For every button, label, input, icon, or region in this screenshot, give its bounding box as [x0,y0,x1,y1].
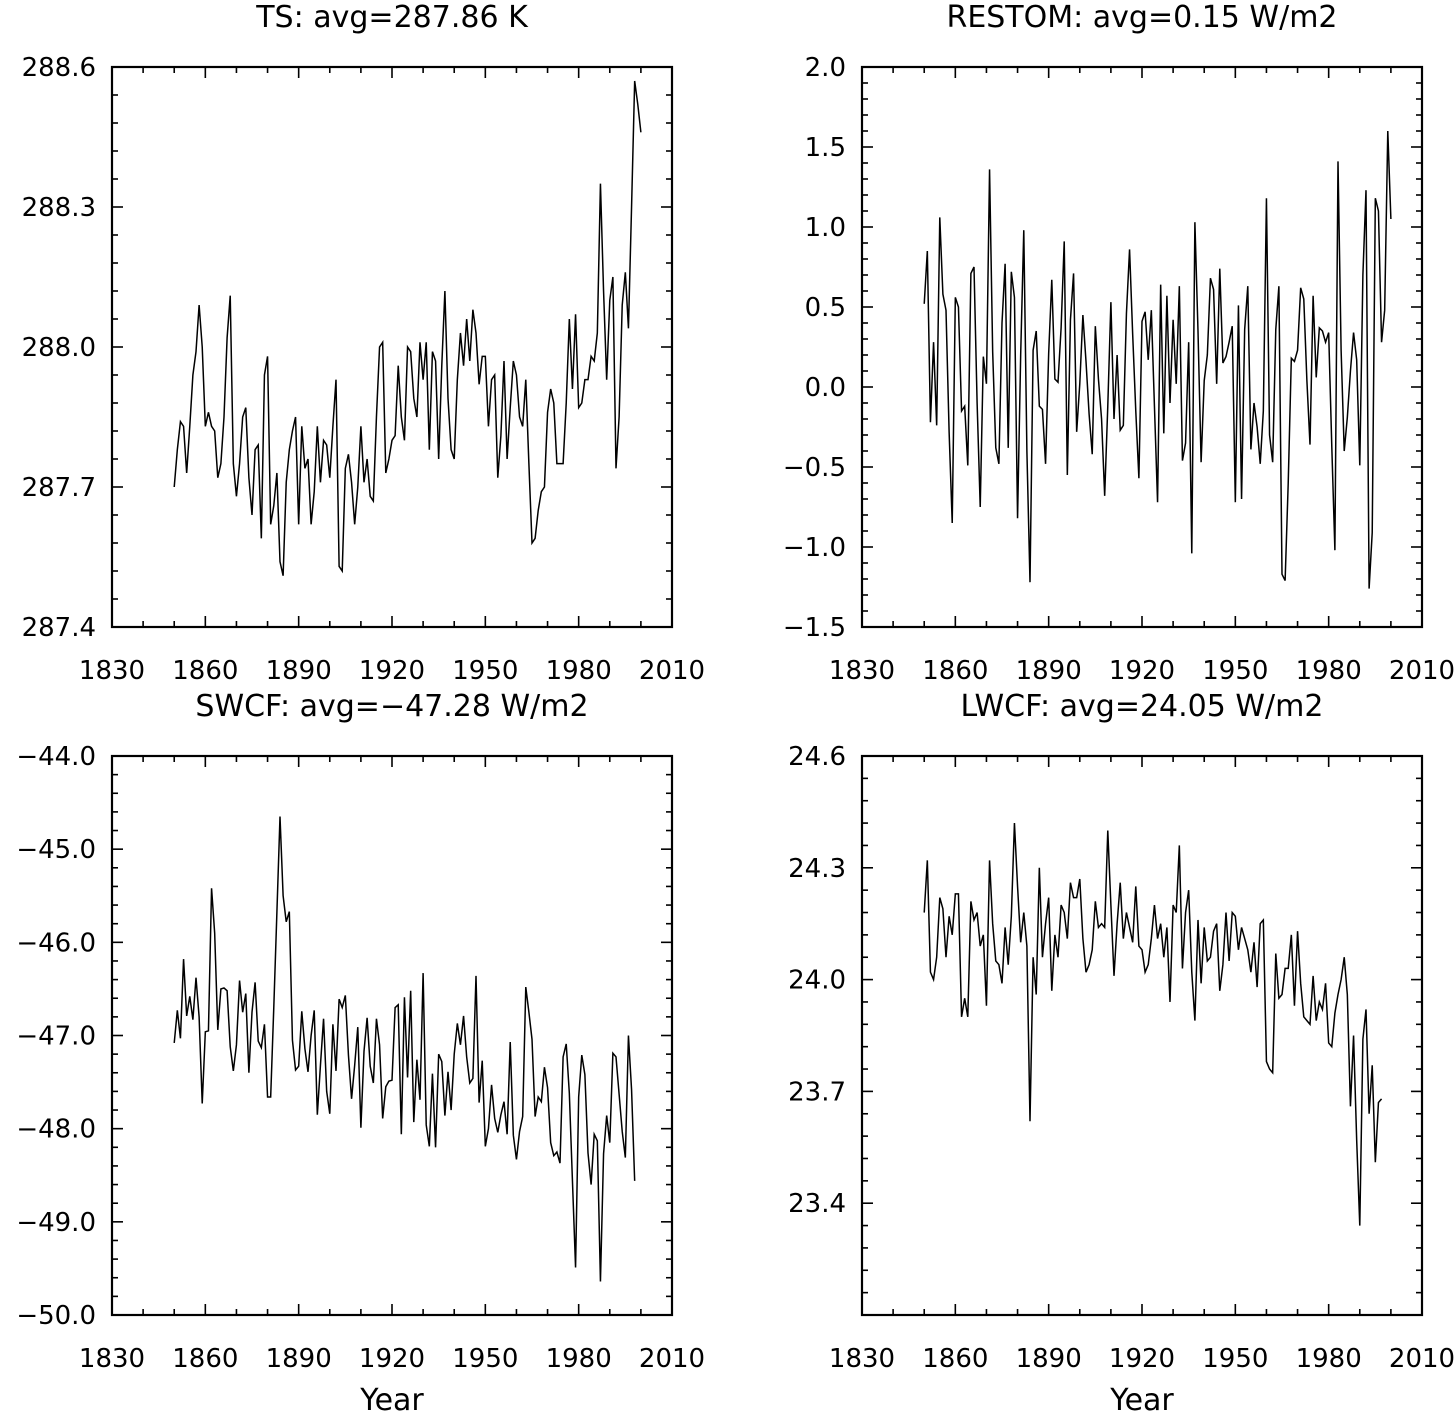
y-tick-label: −0.5 [783,453,846,483]
x-tick-label: 1920 [359,656,425,686]
panel-title: RESTOM: avg=0.15 W/m2 [946,0,1337,35]
y-tick-label: 1.0 [805,213,846,243]
panel-title: SWCF: avg=−47.28 W/m2 [195,689,588,724]
x-tick-label: 2010 [639,1344,705,1374]
x-tick-label: 1830 [79,656,145,686]
x-tick-label: 1980 [546,1344,612,1374]
x-tick-label: 1950 [1202,1344,1268,1374]
x-tick-label: 1860 [922,656,988,686]
panel-swcf: SWCF: avg=−47.28 W/m2 Year 1830 1860 1890 1… [16,689,705,1415]
x-tick-label: 1920 [359,1344,425,1374]
y-tick-label: 287.7 [22,473,96,503]
panel-lwcf: LWCF: avg=24.05 W/m2 Year 1830 1860 1890 19… [788,689,1455,1415]
y-tick-label: 288.0 [22,333,96,363]
x-tick-label: 1890 [1016,1344,1082,1374]
x-tick-label: 1830 [829,1344,895,1374]
x-tick-label: 1980 [546,656,612,686]
x-axis-title: Year [1109,1383,1174,1415]
y-tick-label: 23.4 [788,1189,846,1219]
x-tick-label: 2010 [639,656,705,686]
x-tick-label: 1950 [1202,656,1268,686]
y-tick-label: −1.0 [783,533,846,563]
x-axis-title: Year [359,1383,424,1415]
y-tick-label: −46.0 [16,928,96,958]
series-line [173,816,636,1282]
y-tick-label: 288.6 [22,53,96,83]
x-tick-label: 1860 [922,1344,988,1374]
y-tick-label: −49.0 [16,1208,96,1238]
x-tick-label: 1830 [829,656,895,686]
x-tick-label: 1890 [1016,656,1082,686]
panel-ts: TS: avg=287.86 K 1830 1860 1890 1920 1950 198… [22,0,706,686]
x-tick-label: 1920 [1109,1344,1175,1374]
y-tick-label: −48.0 [16,1115,96,1145]
y-tick-label: 287.4 [22,613,96,643]
y-tick-label: 1.5 [805,133,846,163]
plot-frame [860,754,1424,1317]
x-tick-label: 1920 [1109,656,1175,686]
y-tick-label: −45.0 [16,835,96,865]
series-line [923,823,1383,1226]
x-tick-label: 1980 [1296,656,1362,686]
plot-frame [110,754,674,1317]
y-tick-label: −47.0 [16,1022,96,1052]
y-tick-label: −1.5 [783,613,846,643]
panel-title: TS: avg=287.86 K [255,0,529,35]
series-line [923,130,1392,589]
x-tick-label: 2010 [1389,1344,1455,1374]
y-tick-label: 2.0 [805,53,846,83]
x-tick-label: 1890 [266,656,332,686]
x-tick-label: 1860 [172,656,238,686]
y-tick-label: 24.3 [788,854,846,884]
y-tick-label: −50.0 [16,1301,96,1331]
y-tick-label: −44.0 [16,742,96,772]
x-tick-label: 1830 [79,1344,145,1374]
y-tick-label: 0.5 [805,293,846,323]
series-line [173,80,642,576]
x-tick-label: 1860 [172,1344,238,1374]
x-tick-label: 1950 [452,1344,518,1374]
y-tick-label: 288.3 [22,193,96,223]
y-tick-label: 24.6 [788,742,846,772]
panel-title: LWCF: avg=24.05 W/m2 [961,689,1324,724]
x-tick-label: 1980 [1296,1344,1362,1374]
y-tick-label: 0.0 [805,373,846,403]
panel-restom: RESTOM: avg=0.15 W/m2 1830 1860 1890 1920 19… [783,0,1455,686]
y-tick-label: 23.7 [788,1077,846,1107]
x-tick-label: 2010 [1389,656,1455,686]
x-tick-label: 1890 [266,1344,332,1374]
y-tick-label: 24.0 [788,966,846,996]
x-tick-label: 1950 [452,656,518,686]
